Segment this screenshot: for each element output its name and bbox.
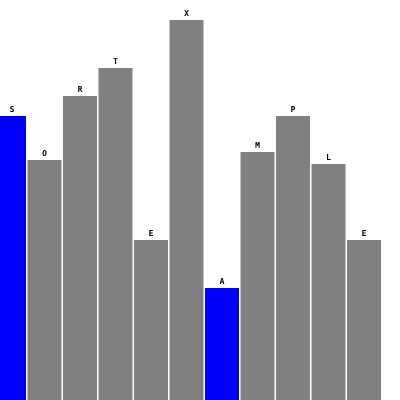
- bar-6-x: [170, 20, 204, 400]
- bar-1-s: [0, 116, 26, 400]
- bar-label-6: X: [184, 9, 189, 18]
- bar-label-10: L: [326, 153, 331, 162]
- bar-label-2: O: [42, 149, 47, 158]
- bar-8-m: [241, 152, 275, 400]
- bar-label-5: E: [149, 229, 154, 238]
- bar-label-3: R: [78, 85, 83, 94]
- bar-label-7: A: [220, 277, 225, 286]
- bar-label-9: P: [291, 105, 296, 114]
- bar-label-8: M: [255, 141, 260, 150]
- bar-11-e: [347, 240, 381, 400]
- bar-2-o: [28, 160, 62, 400]
- bar-5-e: [134, 240, 168, 400]
- bar-7-a: [205, 288, 239, 400]
- bar-label-11: E: [362, 229, 367, 238]
- bar-4-t: [99, 68, 133, 400]
- bar-label-4: T: [113, 57, 118, 66]
- bar-3-r: [63, 96, 97, 400]
- bar-10-l: [312, 164, 346, 400]
- bar-9-p: [276, 116, 310, 400]
- bar-label-1: S: [10, 105, 15, 114]
